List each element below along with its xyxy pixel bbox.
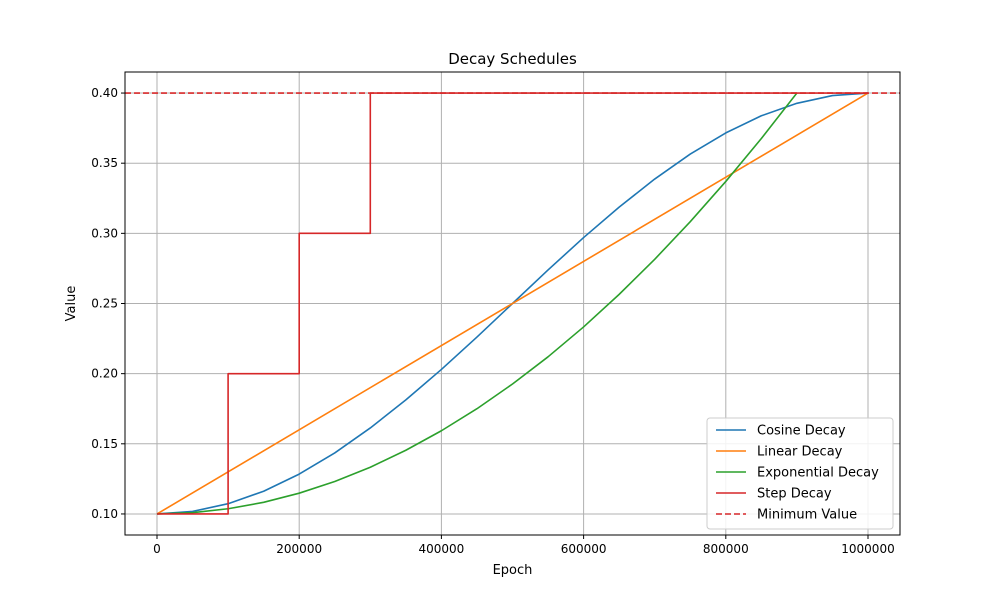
y-tick-label: 0.25: [91, 297, 118, 311]
x-tick-label: 400000: [418, 542, 464, 556]
y-tick-label: 0.20: [91, 367, 118, 381]
chart-title: Decay Schedules: [448, 50, 577, 68]
x-tick-label: 0: [153, 542, 161, 556]
x-tick-label: 1000000: [841, 542, 894, 556]
y-axis-label: Value: [64, 286, 79, 322]
legend-box: [706, 417, 894, 530]
x-tick-label: 800000: [703, 542, 749, 556]
y-tick-label: 0.40: [91, 86, 118, 100]
y-tick-label: 0.30: [91, 226, 118, 240]
x-axis-ticks: 0 200000 400000 600000 800000 1000000: [153, 535, 895, 556]
series-line-step-decay: [157, 92, 868, 515]
x-tick-label: 600000: [561, 542, 607, 556]
legend-label-minimum-value: Minimum Value: [757, 508, 857, 523]
series-line-linear-decay: [156, 92, 869, 515]
series-line-exponential-decay: [156, 92, 798, 515]
x-tick-label: 200000: [276, 542, 322, 556]
legend-label-linear-decay: Linear Decay: [757, 445, 843, 460]
series-lines: [125, 92, 900, 515]
y-tick-label: 0.10: [91, 507, 118, 521]
y-axis-ticks: 0.10 0.15 0.20 0.25 0.30 0.35 0.40: [91, 86, 125, 521]
legend-label-exponential-decay: Exponential Decay: [757, 466, 879, 481]
legend-label-step-decay: Step Decay: [757, 487, 832, 502]
y-tick-label: 0.15: [91, 437, 118, 451]
x-axis-label: Epoch: [493, 563, 533, 578]
legend: Cosine Decay Linear Decay Exponential Deca…: [706, 417, 894, 530]
y-tick-label: 0.35: [91, 156, 118, 170]
legend-label-cosine-decay: Cosine Decay: [757, 424, 846, 439]
